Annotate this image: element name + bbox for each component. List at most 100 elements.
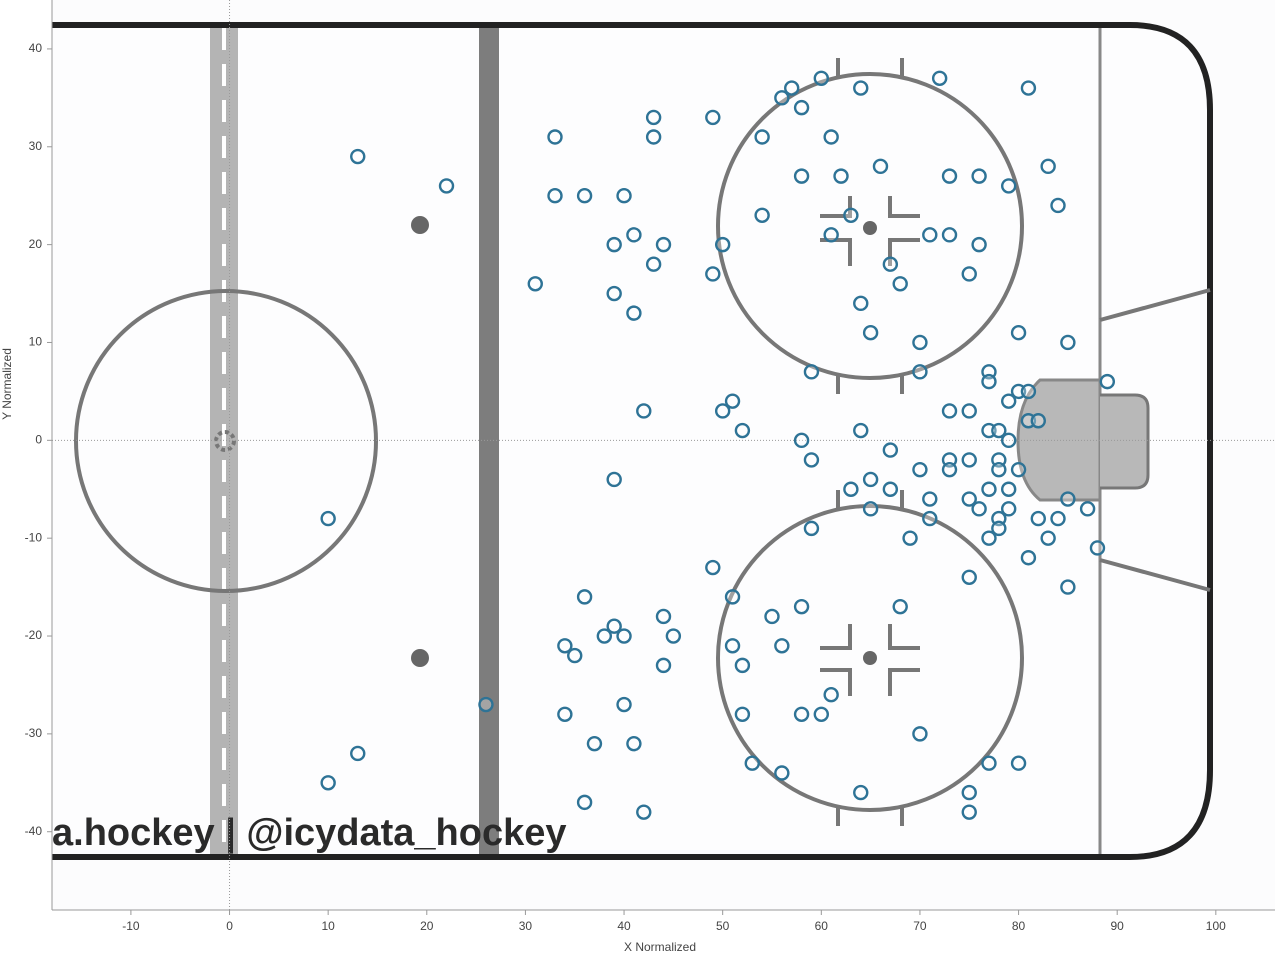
shot-point <box>961 266 977 282</box>
shot-point <box>665 628 682 644</box>
shot-point <box>882 256 899 272</box>
shot-point <box>1040 158 1056 175</box>
shot-point <box>823 129 839 145</box>
shot-point <box>843 207 859 223</box>
rink: a.hockey | @icydata_hockey <box>52 22 1213 860</box>
shot-point <box>744 755 760 771</box>
shot-point <box>547 187 563 204</box>
shot-point <box>971 236 987 253</box>
shot-point <box>803 452 820 468</box>
shot-point <box>793 168 810 184</box>
shot-point <box>626 305 642 321</box>
shot-point <box>714 236 731 253</box>
shot-point <box>557 706 573 723</box>
x-tick-label: 20 <box>420 919 434 933</box>
shot-point <box>606 618 622 634</box>
shot-point <box>320 510 336 527</box>
shot-point <box>892 598 908 615</box>
shot-point <box>606 471 622 488</box>
shot-point <box>971 501 987 517</box>
shot-point <box>872 158 889 175</box>
shot-point <box>902 530 918 546</box>
shot-point <box>1010 324 1027 341</box>
shot-point <box>645 129 662 145</box>
y-tick-label: 20 <box>29 237 43 251</box>
y-axis-label: Y Normalized <box>0 348 14 420</box>
shot-point <box>961 569 977 586</box>
shot-point <box>636 804 652 820</box>
x-tick-label: 90 <box>1111 919 1125 933</box>
shot-point <box>941 461 958 478</box>
shot-point <box>922 510 938 527</box>
y-tick-label: -40 <box>25 824 43 838</box>
shot-point <box>1030 413 1046 429</box>
y-tick-label: 10 <box>29 335 43 349</box>
shot-point <box>645 109 662 126</box>
shot-point <box>793 706 810 723</box>
shot-point <box>754 129 770 145</box>
x-tick-label: 0 <box>226 919 233 933</box>
shot-point <box>853 295 869 312</box>
shot-point <box>1010 755 1027 771</box>
shot-point <box>971 168 987 184</box>
shot-point <box>1001 432 1017 449</box>
x-tick-label: 100 <box>1206 919 1226 933</box>
shot-point <box>754 207 770 223</box>
shot-point <box>714 403 731 419</box>
shot-point <box>1060 491 1076 507</box>
shot-point <box>793 432 810 449</box>
shot-point <box>655 657 672 674</box>
shot-point <box>606 236 622 253</box>
x-tick-label: 40 <box>617 919 631 933</box>
shot-point <box>636 403 652 419</box>
y-tick-label: 0 <box>35 432 42 446</box>
shot-point <box>991 461 1007 478</box>
shot-point <box>843 481 859 497</box>
shot-point <box>981 530 997 546</box>
shot-point <box>1001 178 1017 194</box>
shot-point <box>724 589 741 605</box>
shot-point <box>557 638 573 654</box>
shot-point <box>853 80 869 96</box>
shot-point <box>1001 501 1017 517</box>
shot-point <box>527 276 543 292</box>
shot-point <box>981 481 997 497</box>
shot-point <box>547 129 563 145</box>
shot-point <box>823 687 839 703</box>
shot-point <box>912 461 928 478</box>
shot-point <box>862 471 879 488</box>
shot-point <box>1001 481 1017 497</box>
x-tick-label: -10 <box>122 919 140 933</box>
x-tick-label: 70 <box>913 919 927 933</box>
shot-point <box>991 422 1007 439</box>
shot-point <box>1010 461 1027 478</box>
shot-point <box>626 735 642 752</box>
shot-point <box>813 706 830 723</box>
shot-point <box>724 393 741 409</box>
x-tick-label: 50 <box>716 919 730 933</box>
shot-point <box>1089 540 1106 556</box>
shot-point <box>596 628 613 644</box>
shot-point <box>1050 197 1066 214</box>
shot-point <box>586 735 603 752</box>
shot-point <box>616 696 632 713</box>
shot-point <box>705 109 721 126</box>
shot-point <box>823 227 839 243</box>
y-tick-label: -10 <box>25 530 43 544</box>
y-tick-label: 40 <box>29 41 43 55</box>
shot-point <box>320 775 336 791</box>
shot-point <box>576 794 593 811</box>
shot-point <box>961 403 977 419</box>
shot-point <box>784 80 800 96</box>
shot-point <box>912 334 928 351</box>
x-axis-label: X Normalized <box>624 940 696 954</box>
shot-point <box>853 784 869 801</box>
y-tick-label: -30 <box>25 726 43 740</box>
shot-point <box>645 256 662 272</box>
shot-point <box>576 589 593 605</box>
shot-point <box>912 726 928 742</box>
shot-point <box>734 706 751 723</box>
shot-point <box>981 755 997 771</box>
shot-point <box>1020 80 1037 96</box>
